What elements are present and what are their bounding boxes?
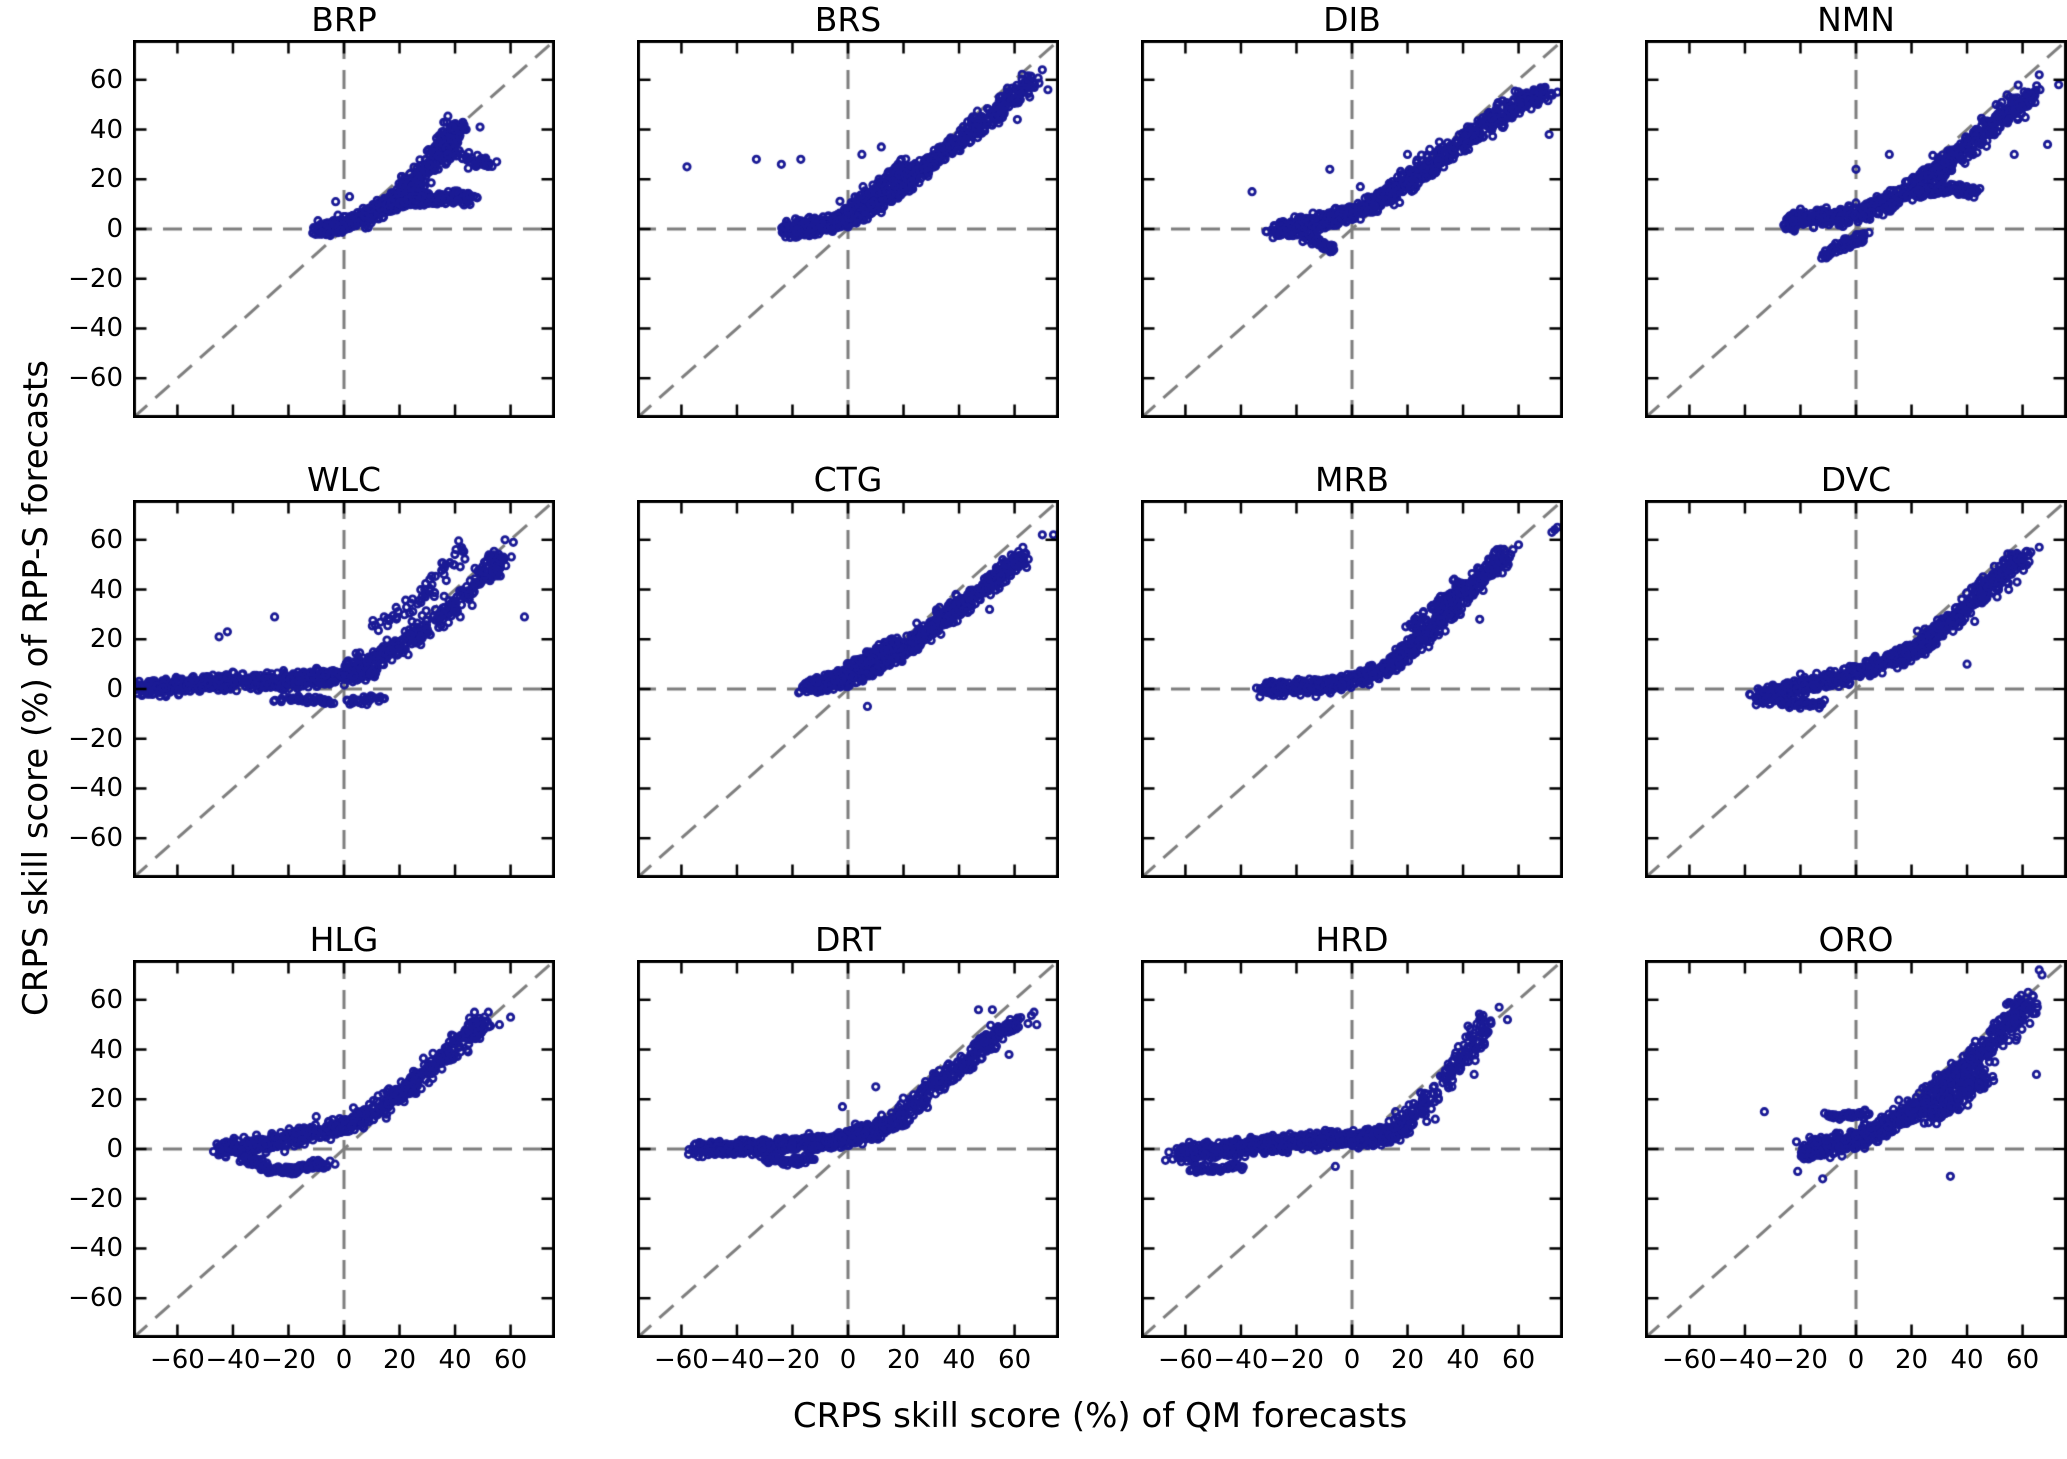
x-tick-label: 40 — [1446, 1345, 1480, 1375]
y-tick-label: −60 — [68, 363, 123, 394]
x-tick-label: 60 — [2006, 1345, 2040, 1375]
x-tick-label: −60 — [653, 1345, 709, 1375]
x-tick-label: −60 — [1157, 1345, 1213, 1375]
scatter-canvas-DRT — [637, 960, 1059, 1338]
x-tick-label: 40 — [1950, 1345, 1984, 1375]
x-tick-label: 20 — [382, 1345, 417, 1375]
panel-title: DVC — [1820, 460, 1892, 499]
scatter-canvas-MRB — [1141, 500, 1563, 878]
y-tick-label: 60 — [89, 524, 123, 555]
subplot-panel-ORO: ORO −60 −40 −20 0 20 40 60 — [1645, 920, 2067, 1375]
y-tick-label: 40 — [89, 574, 123, 605]
subplot-grid: BRP 60 40 20 0 −20 −40 −60 BRS DIB NMN WLC 60 4… — [68, 0, 2067, 1375]
y-tick-label: 20 — [89, 164, 123, 195]
x-tick-label: 60 — [1502, 1345, 1536, 1375]
subplot-panel-CTG: CTG — [637, 460, 1059, 878]
subplot-panel-HRD: HRD −60 −40 −20 0 20 40 60 — [1141, 920, 1563, 1375]
x-tick-label: −20 — [765, 1345, 820, 1375]
x-tick-label: −40 — [709, 1345, 765, 1375]
subplot-panel-BRS: BRS — [637, 0, 1059, 418]
y-tick-label: −20 — [68, 723, 123, 754]
scatter-canvas-HRD — [1141, 960, 1563, 1338]
x-tick-label: −20 — [261, 1345, 316, 1375]
panel-title: WLC — [306, 460, 382, 499]
scatter-canvas-CTG — [637, 500, 1059, 878]
x-tick-label: 0 — [1847, 1345, 1865, 1375]
x-tick-label: 20 — [1894, 1345, 1929, 1375]
subplot-panel-WLC: WLC 60 40 20 0 −20 −40 −60 — [68, 460, 555, 878]
y-tick-label: 0 — [106, 214, 123, 244]
subplot-panel-HLG: HLG 60 40 20 0 −20 −40 −60 −60 −40 −20 0 20 40 60 — [68, 920, 555, 1375]
y-tick-label: −20 — [68, 263, 123, 294]
panel-title: DIB — [1323, 0, 1381, 39]
x-tick-label: 0 — [335, 1345, 353, 1375]
x-tick-label: −40 — [1213, 1345, 1269, 1375]
scatter-canvas-DIB — [1141, 40, 1563, 418]
x-tick-label: −20 — [1269, 1345, 1324, 1375]
x-tick-label: −60 — [149, 1345, 205, 1375]
subplot-panel-NMN: NMN — [1645, 0, 2067, 418]
x-tick-label: 20 — [886, 1345, 921, 1375]
x-tick-label: 20 — [1390, 1345, 1425, 1375]
panel-title: DRT — [814, 920, 882, 959]
scatter-canvas-HLG — [133, 960, 555, 1338]
panel-title: NMN — [1817, 0, 1895, 39]
y-tick-label: 40 — [89, 114, 123, 145]
panel-title: MRB — [1314, 460, 1390, 499]
x-tick-label: −20 — [1773, 1345, 1828, 1375]
x-tick-label: 40 — [438, 1345, 472, 1375]
subplot-panel-DVC: DVC — [1645, 460, 2067, 878]
subplot-panel-BRP: BRP 60 40 20 0 −20 −40 −60 — [68, 0, 555, 418]
subplot-panel-MRB: MRB — [1141, 460, 1563, 878]
panel-title: CTG — [813, 460, 883, 499]
x-tick-label: 0 — [839, 1345, 857, 1375]
panel-title: HRD — [1315, 920, 1389, 959]
y-tick-label: −60 — [68, 1283, 123, 1314]
y-tick-label: 0 — [106, 674, 123, 704]
x-tick-label: 0 — [1343, 1345, 1361, 1375]
y-tick-label: 60 — [89, 984, 123, 1015]
x-tick-label: −60 — [1661, 1345, 1717, 1375]
y-tick-label: −40 — [68, 1233, 123, 1264]
y-tick-label: −60 — [68, 823, 123, 854]
y-tick-label: 20 — [89, 624, 123, 655]
scatter-canvas-NMN — [1645, 40, 2067, 418]
panel-title: HLG — [309, 920, 379, 959]
y-tick-label: 0 — [106, 1134, 123, 1164]
x-tick-label: 60 — [998, 1345, 1032, 1375]
panel-title: BRP — [311, 0, 377, 39]
y-tick-label: −20 — [68, 1183, 123, 1214]
subplot-panel-DRT: DRT −60 −40 −20 0 20 40 60 — [637, 920, 1059, 1375]
y-tick-label: 40 — [89, 1034, 123, 1065]
y-tick-label: 60 — [89, 64, 123, 95]
scatter-canvas-ORO — [1645, 960, 2067, 1338]
y-tick-label: −40 — [68, 313, 123, 344]
x-axis-label: CRPS skill score (%) of QM forecasts — [792, 1396, 1408, 1436]
panel-title: ORO — [1818, 920, 1894, 959]
scatter-canvas-DVC — [1645, 500, 2067, 878]
x-tick-label: 60 — [494, 1345, 528, 1375]
subplot-panel-DIB: DIB — [1141, 0, 1563, 418]
x-tick-label: −40 — [1717, 1345, 1773, 1375]
scatter-canvas-BRS — [637, 40, 1059, 418]
scatter-canvas-WLC — [133, 500, 555, 878]
y-tick-label: −40 — [68, 773, 123, 804]
x-tick-label: −40 — [205, 1345, 261, 1375]
scatter-canvas-BRP — [133, 40, 555, 418]
panel-title: BRS — [814, 0, 882, 39]
x-tick-label: 40 — [942, 1345, 976, 1375]
y-tick-label: 20 — [89, 1084, 123, 1115]
